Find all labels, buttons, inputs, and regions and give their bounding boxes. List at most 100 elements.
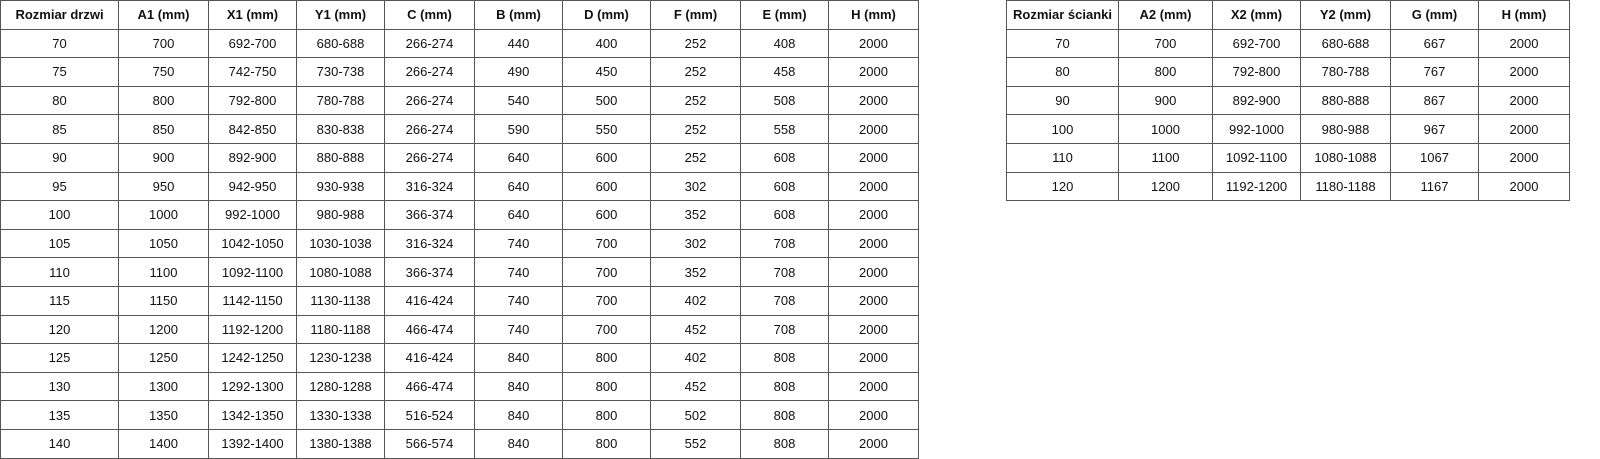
table-cell: 880-888: [1300, 85, 1391, 116]
table-row: 115 1150 1142-1150 1130-1138 416-424 740 700 40…: [0, 285, 919, 316]
table-cell: 608: [740, 171, 829, 202]
table-cell: 2000: [1478, 114, 1570, 144]
table-cell: 2000: [828, 142, 919, 173]
table-cell: 2000: [828, 228, 919, 259]
table-cell: 967: [1390, 114, 1479, 144]
table-row: 120 1200 1192-1200 1180-1188 1167 2000: [1006, 171, 1570, 202]
table-row: 135 1350 1342-1350 1330-1338 516-524 840 800 50…: [0, 400, 919, 430]
table-cell: 352: [650, 257, 741, 287]
table-body: 70 700 692-700 680-688 667 2000 80 800 792-800 78…: [1006, 28, 1570, 202]
column-header: X1 (mm): [208, 0, 297, 30]
table-cell: 700: [562, 314, 651, 345]
table-cell: 2000: [828, 400, 919, 430]
table-cell: 452: [650, 371, 741, 402]
table-cell: 266-274: [384, 28, 475, 59]
table-cell: 558: [740, 114, 829, 144]
table-cell: 608: [740, 142, 829, 173]
table-cell: 490: [474, 57, 563, 87]
table-cell: 800: [118, 85, 209, 116]
table-cell: 740: [474, 228, 563, 259]
table-cell: 1300: [118, 371, 209, 402]
table-cell: 508: [740, 85, 829, 116]
table-cell: 740: [474, 257, 563, 287]
table-cell: 2000: [828, 28, 919, 59]
table-cell: 800: [1118, 57, 1213, 87]
table-cell: 1192-1200: [1212, 171, 1301, 202]
table-cell: 1400: [118, 428, 209, 459]
table-cell: 2000: [828, 285, 919, 316]
table-cell: 1280-1288: [296, 371, 385, 402]
table-row: 80 800 792-800 780-788 767 2000: [1006, 57, 1570, 87]
table-cell: 1200: [118, 314, 209, 345]
table-cell: 808: [740, 428, 829, 459]
table-cell: 640: [474, 200, 563, 230]
table-cell: 1030-1038: [296, 228, 385, 259]
table-cell: 252: [650, 85, 741, 116]
table-cell: 708: [740, 228, 829, 259]
table-cell: 800: [562, 371, 651, 402]
table-cell: 130: [0, 371, 119, 402]
table-row: 85 850 842-850 830-838 266-274 590 550 252 558 20…: [0, 114, 919, 144]
table-cell: 366-374: [384, 257, 475, 287]
table-cell: 450: [562, 57, 651, 87]
table-cell: 566-574: [384, 428, 475, 459]
table-cell: 780-788: [296, 85, 385, 116]
table-cell: 830-838: [296, 114, 385, 144]
table-cell: 808: [740, 371, 829, 402]
table-cell: 600: [562, 171, 651, 202]
table-cell: 110: [0, 257, 119, 287]
table-cell: 1192-1200: [208, 314, 297, 345]
column-header: H (mm): [1478, 0, 1570, 30]
table-cell: 942-950: [208, 171, 297, 202]
table-cell: 1350: [118, 400, 209, 430]
table-row: 70 700 692-700 680-688 667 2000: [1006, 28, 1570, 59]
table-cell: 1080-1088: [1300, 142, 1391, 173]
table-cell: 466-474: [384, 371, 475, 402]
table-cell: 880-888: [296, 142, 385, 173]
table-cell: 1180-1188: [1300, 171, 1391, 202]
table-cell: 992-1000: [208, 200, 297, 230]
table-cell: 266-274: [384, 114, 475, 144]
table-cell: 500: [562, 85, 651, 116]
table-cell: 2000: [828, 85, 919, 116]
table-cell: 2000: [828, 171, 919, 202]
table-cell: 800: [562, 428, 651, 459]
table-cell: 95: [0, 171, 119, 202]
table-row: 110 1100 1092-1100 1080-1088 366-374 740 700 35…: [0, 257, 919, 287]
table-row: 95 950 942-950 930-938 316-324 640 600 302 608 20…: [0, 171, 919, 202]
table-cell: 2000: [1478, 57, 1570, 87]
table-cell: 692-700: [1212, 28, 1301, 59]
table-cell: 850: [118, 114, 209, 144]
table-row: 120 1200 1192-1200 1180-1188 466-474 740 700 45…: [0, 314, 919, 345]
table-cell: 992-1000: [1212, 114, 1301, 144]
table-cell: 252: [650, 142, 741, 173]
table-cell: 692-700: [208, 28, 297, 59]
table-cell: 266-274: [384, 142, 475, 173]
column-header: Rozmiar ścianki: [1006, 0, 1119, 30]
table-row: 70 700 692-700 680-688 266-274 440 400 252 408 20…: [0, 28, 919, 59]
door-dimensions-table: Rozmiar drzwi A1 (mm) X1 (mm) Y1 (mm) C (mm)…: [0, 0, 919, 459]
table-cell: 2000: [828, 428, 919, 459]
table-cell: 70: [0, 28, 119, 59]
column-header: A2 (mm): [1118, 0, 1213, 30]
table-cell: 2000: [1478, 142, 1570, 173]
table-cell: 708: [740, 314, 829, 345]
column-header: E (mm): [740, 0, 829, 30]
table-cell: 70: [1006, 28, 1119, 59]
table-cell: 840: [474, 371, 563, 402]
table-cell: 1342-1350: [208, 400, 297, 430]
header-row: Rozmiar drzwi A1 (mm) X1 (mm) Y1 (mm) C (mm)…: [0, 0, 919, 30]
table-cell: 316-324: [384, 171, 475, 202]
table-cell: 892-900: [208, 142, 297, 173]
table-row: 80 800 792-800 780-788 266-274 540 500 252 508 20…: [0, 85, 919, 116]
table-cell: 740: [474, 285, 563, 316]
table-cell: 930-938: [296, 171, 385, 202]
table-cell: 1092-1100: [1212, 142, 1301, 173]
table-row: 130 1300 1292-1300 1280-1288 466-474 840 800 45…: [0, 371, 919, 402]
table-cell: 1092-1100: [208, 257, 297, 287]
table-cell: 700: [562, 228, 651, 259]
table-cell: 416-424: [384, 285, 475, 316]
table-cell: 1330-1338: [296, 400, 385, 430]
table-cell: 302: [650, 171, 741, 202]
table-cell: 1250: [118, 343, 209, 373]
